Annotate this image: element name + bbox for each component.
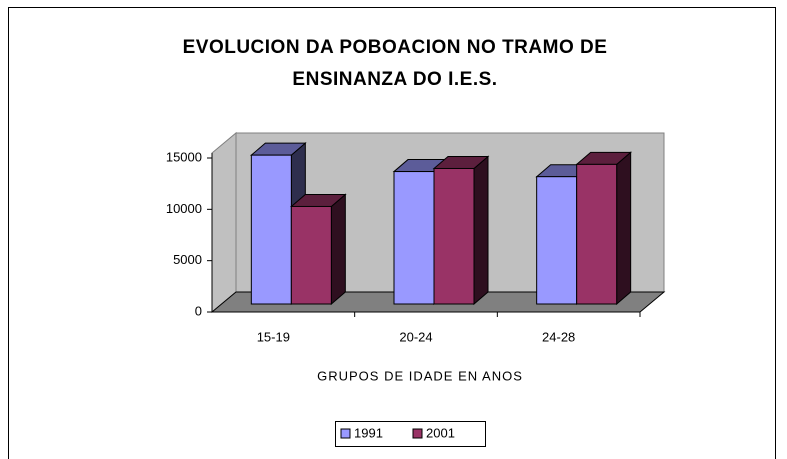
x-tick-label: 24-28 xyxy=(542,329,575,344)
bar xyxy=(393,171,435,305)
chart-title: EVOLUCION DA POBOACION NO TRAMO DE xyxy=(183,37,608,58)
bar xyxy=(576,163,618,305)
bar xyxy=(290,205,332,305)
bar xyxy=(536,176,578,305)
bar-side xyxy=(473,155,489,306)
legend-swatch xyxy=(340,428,351,439)
x-axis-label: GRUPOS DE IDADE EN ANOS xyxy=(317,368,523,383)
bar xyxy=(250,154,292,305)
y-tick-label: 10000 xyxy=(166,201,202,216)
bar xyxy=(433,167,475,305)
legend-label: 1991 xyxy=(354,425,383,440)
bar-side xyxy=(616,151,632,306)
x-tick-label: 20-24 xyxy=(399,329,432,344)
chart-title: ENSINANZA DO I.E.S. xyxy=(292,69,497,90)
bar-side xyxy=(330,193,346,306)
y-tick-label: 0 xyxy=(195,303,202,318)
y-tick-label: 15000 xyxy=(166,149,202,164)
legend-label: 2001 xyxy=(426,425,455,440)
legend-swatch xyxy=(412,428,423,439)
x-tick-label: 15-19 xyxy=(257,329,290,344)
legend-box xyxy=(335,421,486,447)
side-wall xyxy=(211,131,237,314)
y-tick-label: 5000 xyxy=(173,252,202,267)
